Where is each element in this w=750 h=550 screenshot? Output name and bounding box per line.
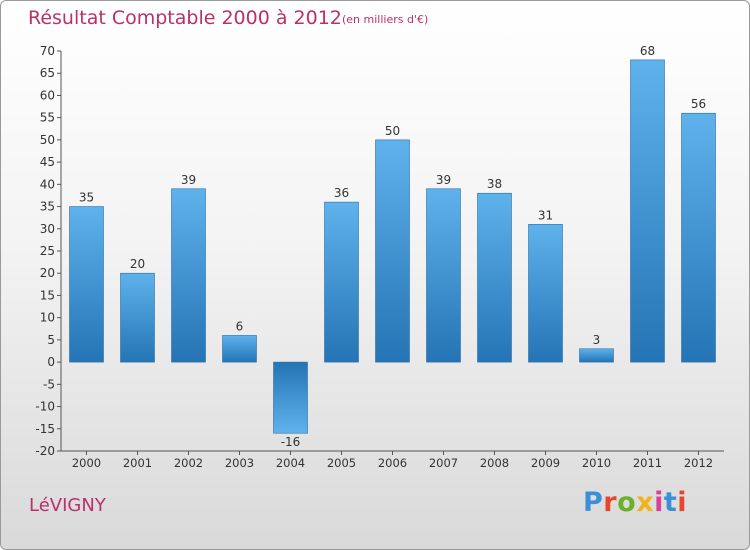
x-tick-label-2006: 2006: [378, 456, 407, 470]
x-tick-label-2003: 2003: [225, 456, 254, 470]
value-label-2002: 39: [181, 173, 196, 187]
x-tick-label-2002: 2002: [174, 456, 203, 470]
proxiti-logo: Proxiti: [583, 487, 688, 518]
y-tick-label: 60: [40, 88, 55, 102]
chart-axes: -20 -15 -10 -5 0 5 10 15 20 25 30 35 40 45 50 55 60 65 70 2…: [35, 44, 724, 470]
x-tick-label-2005: 2005: [327, 456, 356, 470]
y-tick-label: 40: [40, 177, 55, 191]
x-tick-label-2004: 2004: [276, 456, 305, 470]
value-label-2001: 20: [130, 257, 145, 271]
bar-2007: [426, 188, 461, 363]
x-tick-label-2012: 2012: [684, 456, 713, 470]
y-tick-label: 35: [40, 200, 55, 214]
x-tick-label-2008: 2008: [480, 456, 509, 470]
y-tick-label: 20: [40, 266, 55, 280]
bar-2004: [273, 361, 308, 434]
value-label-2006: 50: [385, 124, 400, 138]
x-tick-label-2001: 2001: [123, 456, 152, 470]
x-tick-label-2007: 2007: [429, 456, 458, 470]
y-tick-label: 15: [40, 288, 55, 302]
bar-2002: [171, 188, 206, 363]
bar-2012: [681, 112, 716, 363]
x-tick-label-2010: 2010: [582, 456, 611, 470]
y-tick-label: 30: [40, 222, 55, 236]
chart-title: Résultat Comptable 2000 à 2012: [28, 7, 342, 29]
y-tick-label: 25: [40, 244, 55, 258]
y-tick-label: 50: [40, 133, 55, 147]
value-label-2007: 39: [436, 173, 451, 187]
value-label-2011: 68: [640, 44, 655, 58]
value-label-2008: 38: [487, 177, 502, 191]
value-label-2012: 56: [691, 97, 706, 111]
bar-2010: [579, 348, 614, 363]
y-tick-label: 0: [47, 355, 55, 369]
y-tick-label: 5: [47, 333, 55, 347]
value-label-2000: 35: [79, 191, 94, 205]
y-tick-label: 70: [40, 44, 55, 58]
bar-2001: [120, 272, 155, 363]
x-tick-label-2009: 2009: [531, 456, 560, 470]
bar-2009: [528, 224, 563, 363]
bar-2003: [222, 335, 257, 363]
commune-name: LéVIGNY: [29, 495, 106, 516]
y-tick-label: -10: [35, 400, 55, 414]
value-label-2004: -16: [281, 435, 301, 449]
value-label-2005: 36: [334, 186, 349, 200]
y-tick-label: 10: [40, 311, 55, 325]
value-label-2010: 3: [593, 333, 601, 347]
bar-2008: [477, 192, 512, 363]
y-tick-label: -5: [43, 377, 55, 391]
y-tick-label: 55: [40, 111, 55, 125]
y-tick-label: 45: [40, 155, 55, 169]
y-tick-label: -15: [35, 422, 55, 436]
y-tick-label: 65: [40, 66, 55, 80]
value-label-2009: 31: [538, 208, 553, 222]
x-tick-label-2000: 2000: [72, 456, 101, 470]
value-label-2003: 6: [236, 319, 244, 333]
bar-2006: [375, 139, 410, 363]
chart-subtitle: (en milliers d'€): [342, 13, 429, 26]
chart-bars: [69, 59, 716, 434]
bar-2011: [630, 59, 665, 363]
bar-2000: [69, 206, 104, 363]
chart-labels: 35 20 39 6 -16 36 50 39 38 31 3 68 56: [79, 44, 706, 449]
y-tick-label: -20: [35, 444, 55, 458]
x-tick-label-2011: 2011: [633, 456, 662, 470]
bar-2005: [324, 201, 359, 363]
